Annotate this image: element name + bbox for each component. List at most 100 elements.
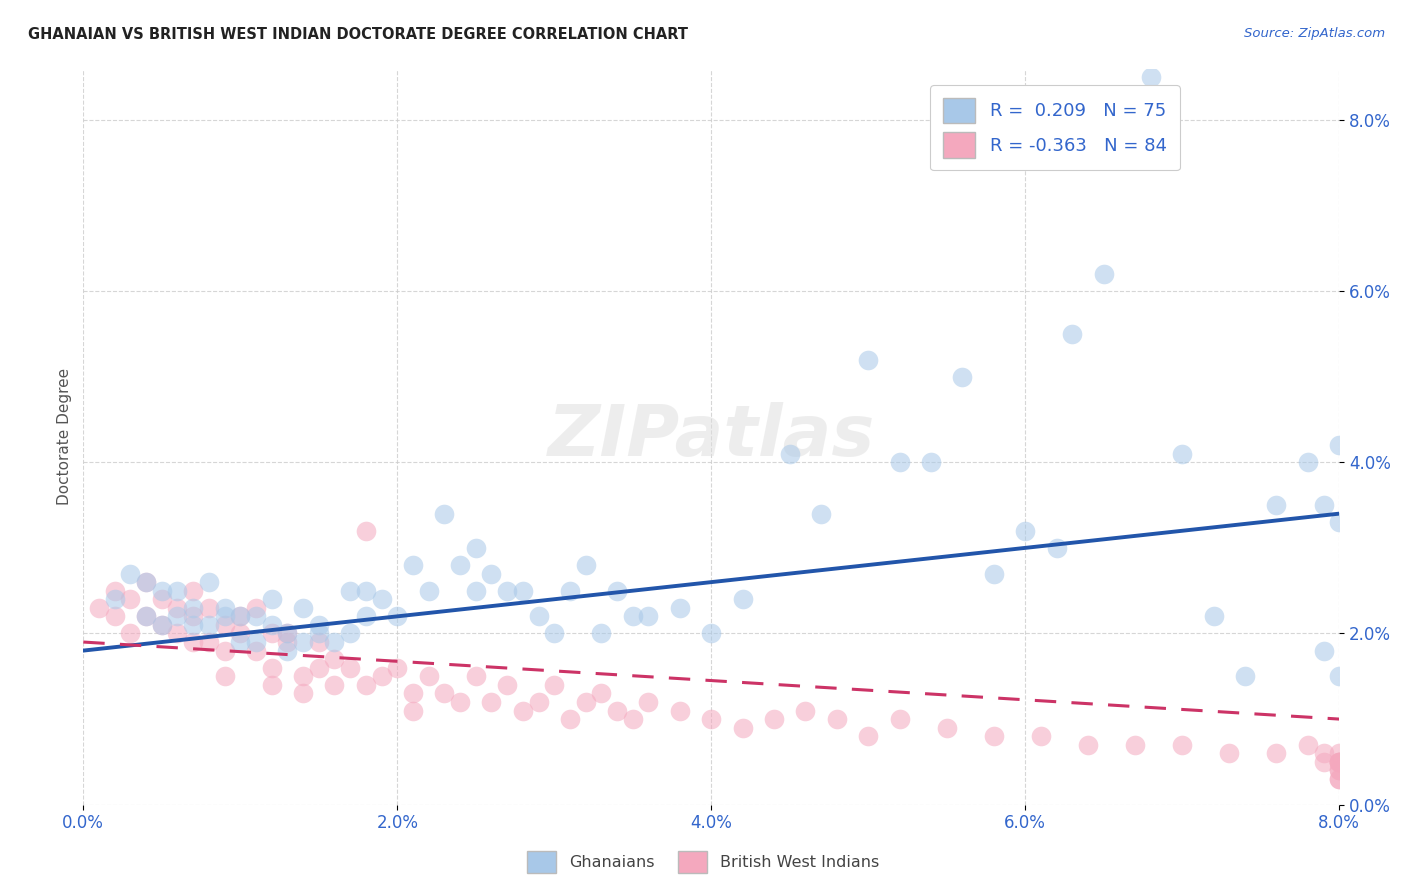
Point	[1092, 267, 1115, 281]
Point	[983, 566, 1005, 581]
Text: Source: ZipAtlas.com: Source: ZipAtlas.com	[1244, 27, 1385, 40]
Point	[181, 583, 204, 598]
Point	[527, 609, 550, 624]
Point	[260, 678, 283, 692]
Point	[1077, 738, 1099, 752]
Point	[512, 583, 534, 598]
Point	[229, 626, 252, 640]
Point	[120, 626, 142, 640]
Point	[889, 712, 911, 726]
Point	[1029, 729, 1052, 743]
Point	[370, 592, 392, 607]
Point	[387, 661, 409, 675]
Point	[135, 609, 157, 624]
Point	[1329, 755, 1351, 769]
Point	[120, 566, 142, 581]
Point	[1312, 747, 1334, 761]
Point	[87, 600, 110, 615]
Point	[952, 369, 974, 384]
Point	[464, 541, 486, 555]
Point	[433, 507, 456, 521]
Point	[1329, 755, 1351, 769]
Point	[731, 721, 754, 735]
Point	[1329, 772, 1351, 786]
Point	[229, 609, 252, 624]
Point	[1329, 669, 1351, 683]
Point	[1171, 738, 1194, 752]
Point	[104, 609, 127, 624]
Point	[1329, 755, 1351, 769]
Y-axis label: Doctorate Degree: Doctorate Degree	[58, 368, 72, 505]
Point	[669, 600, 692, 615]
Point	[591, 626, 613, 640]
Point	[339, 626, 361, 640]
Point	[308, 626, 330, 640]
Point	[104, 583, 127, 598]
Point	[1329, 747, 1351, 761]
Point	[276, 635, 298, 649]
Point	[1218, 747, 1240, 761]
Point	[214, 618, 236, 632]
Point	[496, 678, 519, 692]
Point	[354, 583, 377, 598]
Point	[794, 704, 817, 718]
Point	[276, 626, 298, 640]
Point	[292, 635, 315, 649]
Point	[1329, 515, 1351, 529]
Point	[935, 721, 957, 735]
Point	[229, 609, 252, 624]
Point	[150, 618, 173, 632]
Point	[558, 583, 581, 598]
Point	[591, 686, 613, 700]
Point	[920, 455, 942, 469]
Point	[763, 712, 786, 726]
Point	[354, 524, 377, 538]
Point	[214, 600, 236, 615]
Point	[150, 592, 173, 607]
Point	[1312, 755, 1334, 769]
Point	[558, 712, 581, 726]
Point	[214, 669, 236, 683]
Point	[1014, 524, 1036, 538]
Point	[181, 635, 204, 649]
Point	[120, 592, 142, 607]
Point	[198, 618, 221, 632]
Point	[354, 678, 377, 692]
Point	[575, 558, 598, 572]
Point	[135, 609, 157, 624]
Point	[308, 618, 330, 632]
Point	[1329, 755, 1351, 769]
Point	[323, 678, 346, 692]
Point	[135, 575, 157, 590]
Point	[181, 618, 204, 632]
Point	[292, 600, 315, 615]
Point	[621, 712, 644, 726]
Point	[198, 635, 221, 649]
Point	[1296, 455, 1319, 469]
Legend: Ghanaians, British West Indians: Ghanaians, British West Indians	[520, 844, 886, 880]
Point	[779, 447, 801, 461]
Point	[354, 609, 377, 624]
Point	[731, 592, 754, 607]
Point	[481, 695, 503, 709]
Point	[496, 583, 519, 598]
Point	[637, 609, 659, 624]
Point	[700, 626, 723, 640]
Point	[606, 704, 628, 718]
Point	[449, 558, 471, 572]
Point	[481, 566, 503, 581]
Point	[1123, 738, 1146, 752]
Point	[260, 626, 283, 640]
Point	[402, 704, 425, 718]
Point	[214, 609, 236, 624]
Point	[292, 669, 315, 683]
Point	[339, 583, 361, 598]
Point	[260, 661, 283, 675]
Point	[543, 678, 565, 692]
Point	[166, 609, 188, 624]
Point	[387, 609, 409, 624]
Point	[150, 583, 173, 598]
Point	[214, 643, 236, 657]
Point	[1062, 326, 1084, 341]
Point	[150, 618, 173, 632]
